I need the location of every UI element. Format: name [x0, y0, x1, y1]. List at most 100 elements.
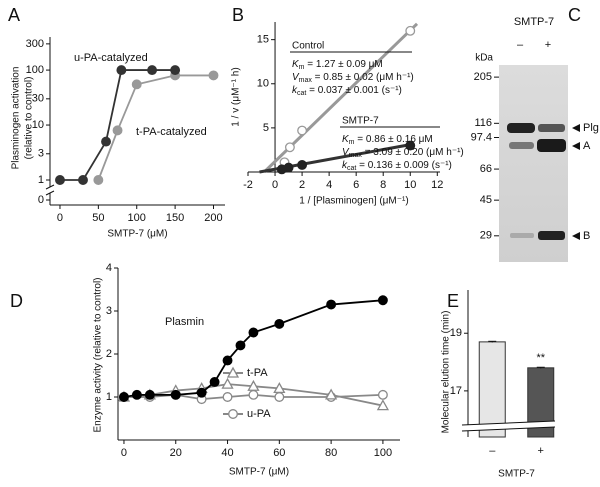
y-axis-label: Plasminogen activation	[11, 67, 22, 170]
data-point	[377, 389, 388, 400]
x-tick-label: 0	[121, 447, 127, 459]
data-point	[131, 79, 142, 90]
series-label: u-PA-catalyzed	[74, 52, 148, 64]
data-point	[170, 65, 181, 76]
x-axis-label: SMTP-7	[498, 469, 535, 480]
panel-label: D	[10, 291, 23, 311]
data-point	[273, 382, 286, 394]
subscript: m	[299, 64, 305, 71]
y-axis-label: Enzyme activity (relative to control)	[93, 277, 104, 432]
gel-band	[538, 124, 565, 132]
series-label: Plasmin	[165, 316, 204, 328]
y-axis-label: (relative to control)	[24, 77, 35, 160]
data-point	[119, 392, 129, 402]
symbol: k	[292, 85, 298, 96]
subscript: max	[349, 152, 363, 159]
data-point	[405, 140, 416, 151]
symbol: V	[292, 72, 300, 83]
annotation-line: kcat = 0.037 ± 0.001 (s⁻¹)	[292, 85, 402, 97]
gel-title: SMTP-7	[514, 16, 554, 28]
data-point	[326, 299, 337, 310]
x-tick-label: 150	[166, 212, 184, 224]
data-point	[116, 65, 127, 76]
data-point	[325, 388, 338, 400]
symbol: k	[342, 160, 348, 171]
annotation-title: Control	[292, 41, 324, 52]
bar	[478, 341, 506, 438]
x-tick-label: 50	[92, 212, 104, 224]
band-label: A	[583, 140, 591, 152]
data-point	[147, 65, 158, 76]
symbol: K	[292, 59, 300, 70]
symbol: V	[342, 147, 350, 158]
x-tick-label: 20	[170, 447, 182, 459]
y-tick-label: 19	[450, 327, 462, 339]
axis-break	[462, 421, 555, 431]
marker-label: 45	[480, 194, 492, 206]
x-tick-label: 4	[326, 179, 332, 191]
x-tick-label: 2	[299, 179, 305, 191]
x-tick-label: -2	[243, 179, 253, 191]
x-tick-label: 12	[431, 179, 443, 191]
annotation-line: Km = 1.27 ± 0.09 μM	[292, 59, 383, 71]
panel-label: C	[568, 5, 581, 25]
y-tick-label: 2	[106, 348, 112, 360]
x-tick-label: 40	[221, 447, 233, 459]
y-tick-label: 15	[257, 34, 269, 46]
data-point	[274, 318, 285, 329]
data-point	[284, 142, 295, 153]
data-point	[78, 175, 88, 185]
x-tick-label: 200	[204, 212, 222, 224]
annotation-text: = 0.86 ± 0.16 μM	[355, 134, 433, 145]
x-tick-label: 10	[404, 179, 416, 191]
subscript: cat	[347, 165, 356, 172]
y-tick-label: 17	[450, 385, 462, 397]
gel-band	[538, 231, 565, 240]
gel-band	[509, 142, 534, 149]
significance: **	[536, 352, 545, 364]
y-tick-label: 1	[106, 391, 112, 403]
y-tick-label: 1	[38, 174, 44, 186]
y-axis-label: Molecular elution time (min)	[441, 311, 452, 434]
data-point	[208, 70, 219, 81]
axis-break	[45, 190, 55, 196]
axis-break	[461, 420, 556, 426]
x-tick-label: 8	[380, 179, 386, 191]
data-point	[248, 327, 259, 338]
series-label: u-PA	[247, 408, 271, 420]
data-point	[101, 136, 111, 147]
x-tick-label: +	[538, 445, 544, 457]
annotation-text: = 1.27 ± 0.09 μM	[305, 59, 383, 70]
annotation-text: = 0.136 ± 0.009 (s⁻¹)	[356, 160, 452, 171]
band-arrow	[572, 142, 580, 150]
data-point	[283, 162, 294, 173]
axis-break	[45, 184, 55, 190]
y-tick-label: 4	[106, 262, 112, 274]
panel-label: B	[232, 5, 244, 25]
band-arrow	[572, 124, 580, 132]
data-point	[377, 295, 388, 306]
data-point	[248, 389, 259, 400]
y-tick-label: 0	[38, 194, 44, 206]
annotation-title: SMTP-7	[342, 116, 379, 127]
x-axis-label: SMTP-7 (μM)	[229, 467, 289, 478]
band-arrow	[572, 232, 580, 240]
annotation-line: Vmax = 3.09 ± 0.20 (μM h⁻¹)	[342, 147, 464, 159]
y-tick-label: 100	[26, 64, 44, 76]
unit-label: kDa	[475, 53, 493, 64]
panel-label: E	[447, 291, 459, 311]
data-point	[405, 25, 416, 36]
annotation-line: kcat = 0.136 ± 0.009 (s⁻¹)	[342, 160, 452, 172]
marker-label: 97.4	[471, 131, 492, 143]
data-point	[376, 399, 390, 411]
y-tick-label: 5	[263, 122, 269, 134]
subscript: cat	[297, 90, 306, 97]
x-tick-label: 100	[374, 447, 392, 459]
annotation-line: Km = 0.86 ± 0.16 μM	[342, 134, 433, 146]
x-tick-label: 60	[273, 447, 285, 459]
annotation-line: Vmax = 0.85 ± 0.02 (μM h⁻¹)	[292, 72, 414, 84]
x-tick-label: –	[489, 445, 496, 457]
data-point	[222, 392, 233, 402]
y-tick-label: 10	[257, 78, 269, 90]
